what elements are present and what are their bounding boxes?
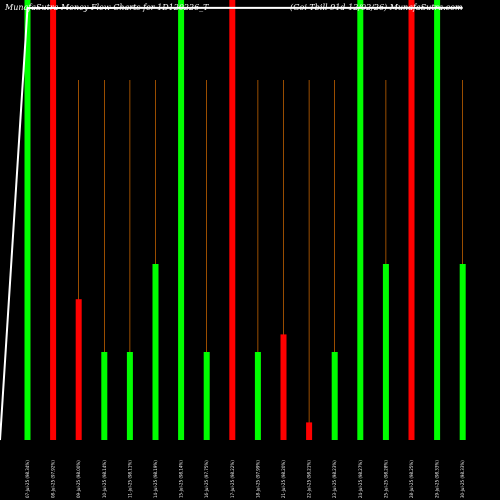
x-tick-label-17: 29-Jul-25 (98.33%): [435, 460, 440, 498]
bar-7: [178, 0, 185, 440]
x-tick-label-1: 07-Jul-25 (98.34%): [25, 460, 30, 498]
x-tick-label-10: 18-Jul-25 (97.99%): [255, 460, 260, 498]
bar-16: [408, 0, 415, 440]
bar-5: [126, 352, 133, 440]
price-line: [0, 6, 463, 441]
bar-15: [382, 264, 389, 440]
bar-9: [229, 0, 236, 440]
x-tick-label-7: 15-Jul-25 (98.14%): [179, 460, 184, 498]
x-tick-label-8: 16-Jul-25 (97.75%): [204, 460, 209, 498]
bar-1: [24, 0, 31, 440]
bar-12: [306, 422, 313, 440]
bar-2: [50, 0, 57, 440]
chart-title-right: (Goi Tbill 91d-12/02/26) MunafaSutra.com: [290, 3, 463, 12]
bar-4: [101, 352, 108, 440]
x-tick-label-12: 22-Jul-25 (98.21%): [307, 460, 312, 498]
x-tick-label-18: 30-Jul-25 (98.33%): [460, 460, 465, 498]
x-tick-label-9: 17-Jul-25 (98.22%): [230, 460, 235, 498]
bar-14: [357, 0, 364, 440]
title-layer: MunafaSutra Money Flow Charts for 1D1202…: [4, 3, 463, 12]
x-tick-label-3: 09-Jul-25 (98.00%): [76, 460, 81, 498]
x-tick-label-2: 08-Jul-25 (97.92%): [51, 460, 56, 498]
x-tick-label-11: 21-Jul-25 (98.20%): [281, 460, 286, 498]
x-tick-label-16: 28-Jul-25 (98.25%): [409, 460, 414, 498]
bar-6: [152, 264, 159, 440]
bar-18: [459, 264, 466, 440]
bar-8: [203, 352, 210, 440]
x-tick-label-5: 11-Jul-25 (98.11%): [127, 460, 132, 498]
x-tick-labels: 07-Jul-25 (98.34%) 08-Jul-25 (97.92%) 09-J…: [25, 460, 465, 498]
bars-layer: [24, 0, 466, 440]
price-line-layer: [0, 6, 463, 441]
x-tick-label-6: 14-Jul-25 (98.19%): [153, 460, 158, 498]
bar-10: [254, 352, 261, 440]
x-tick-label-4: 10-Jul-25 (98.14%): [102, 460, 107, 498]
bar-11: [280, 334, 287, 440]
bar-17: [434, 0, 441, 440]
x-tick-label-15: 25-Jul-25 (98.28%): [383, 460, 388, 498]
x-tick-label-14: 24-Jul-25 (98.27%): [358, 460, 363, 498]
bar-13: [331, 352, 338, 440]
x-tick-label-13: 23-Jul-25 (98.23%): [332, 460, 337, 498]
chart-title-left: MunafaSutra Money Flow Charts for 1D1202…: [4, 3, 209, 12]
bar-3: [75, 299, 82, 440]
